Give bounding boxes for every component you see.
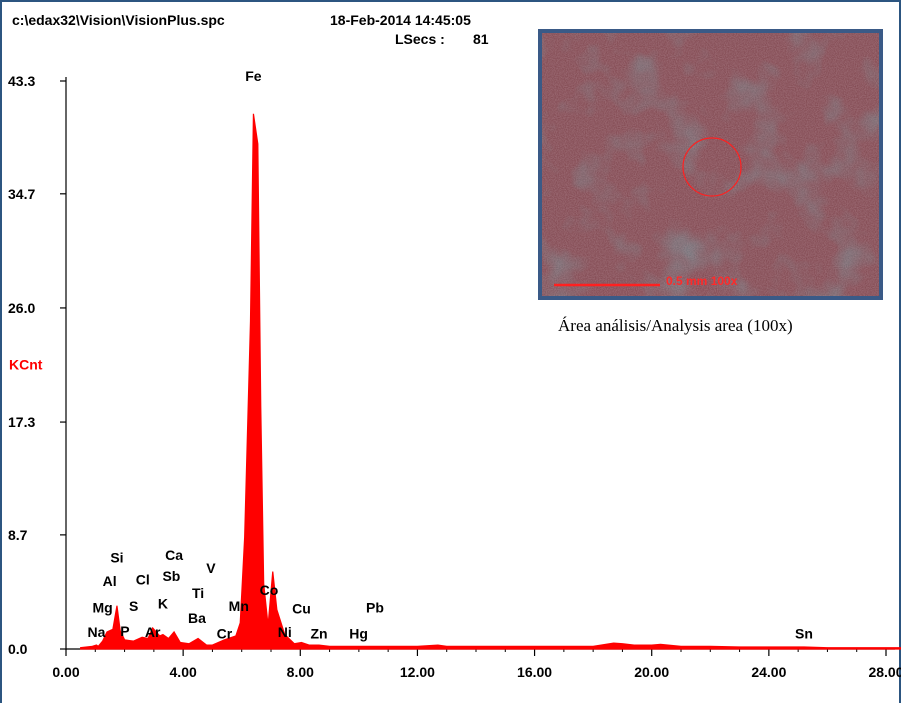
scale-bar-label: 0.5 mm 100x bbox=[666, 274, 738, 288]
spectrum-series-0 bbox=[80, 113, 901, 650]
micrograph-inset: 0.5 mm 100x bbox=[538, 29, 883, 300]
y-tick-label: 0.0 bbox=[8, 641, 28, 657]
inset-caption: Área análisis/Analysis area (100x) bbox=[558, 316, 793, 335]
peak-label-ar: Ar bbox=[145, 624, 161, 640]
peak-label-zn: Zn bbox=[310, 626, 327, 642]
analysis-area-circle bbox=[682, 137, 742, 197]
peak-label-co: Co bbox=[260, 582, 279, 598]
file-path: c:\edax32\Vision\VisionPlus.spc bbox=[12, 12, 225, 28]
peak-label-pb: Pb bbox=[366, 599, 384, 615]
x-tick-label: 28.00 bbox=[868, 664, 901, 680]
x-tick-label: 8.00 bbox=[287, 664, 314, 680]
peak-label-p: P bbox=[120, 623, 129, 639]
x-tick-label: 12.00 bbox=[400, 664, 435, 680]
y-tick-label: 17.3 bbox=[8, 414, 35, 430]
peak-label-si: Si bbox=[110, 549, 123, 565]
peak-label-ti: Ti bbox=[192, 585, 204, 601]
peak-label-ni: Ni bbox=[278, 624, 292, 640]
y-tick-label: 34.7 bbox=[8, 186, 35, 202]
y-tick-label: 26.0 bbox=[8, 300, 35, 316]
y-axis-label: KCnt bbox=[9, 356, 43, 372]
x-tick-label: 0.00 bbox=[52, 664, 79, 680]
micrograph-image bbox=[542, 33, 879, 296]
peak-label-cr: Cr bbox=[217, 626, 233, 642]
peak-label-cl: Cl bbox=[136, 572, 150, 588]
x-tick-label: 16.00 bbox=[517, 664, 552, 680]
peak-label-mg: Mg bbox=[92, 599, 112, 615]
peak-label-al: Al bbox=[103, 573, 117, 589]
peak-label-v: V bbox=[206, 560, 216, 576]
x-tick-label: 24.00 bbox=[751, 664, 786, 680]
peak-label-fe: Fe bbox=[245, 68, 262, 84]
lsecs-label: LSecs : bbox=[395, 31, 445, 47]
peak-label-ca: Ca bbox=[165, 547, 183, 563]
peak-label-hg: Hg bbox=[349, 626, 368, 642]
peak-label-mn: Mn bbox=[229, 598, 249, 614]
peak-label-na: Na bbox=[88, 624, 106, 640]
peak-label-cu: Cu bbox=[292, 601, 311, 617]
lsecs-value: 81 bbox=[473, 31, 489, 47]
x-tick-label: 20.00 bbox=[634, 664, 669, 680]
peak-label-sn: Sn bbox=[795, 626, 813, 642]
acquisition-datetime: 18-Feb-2014 14:45:05 bbox=[330, 12, 471, 28]
y-tick-label: 8.7 bbox=[8, 527, 28, 543]
y-tick-label: 43.3 bbox=[8, 73, 35, 89]
peak-label-k: K bbox=[158, 595, 168, 611]
x-tick-label: 4.00 bbox=[170, 664, 197, 680]
peak-label-s: S bbox=[129, 598, 138, 614]
peak-label-ba: Ba bbox=[188, 610, 206, 626]
peak-label-sb: Sb bbox=[162, 568, 180, 584]
